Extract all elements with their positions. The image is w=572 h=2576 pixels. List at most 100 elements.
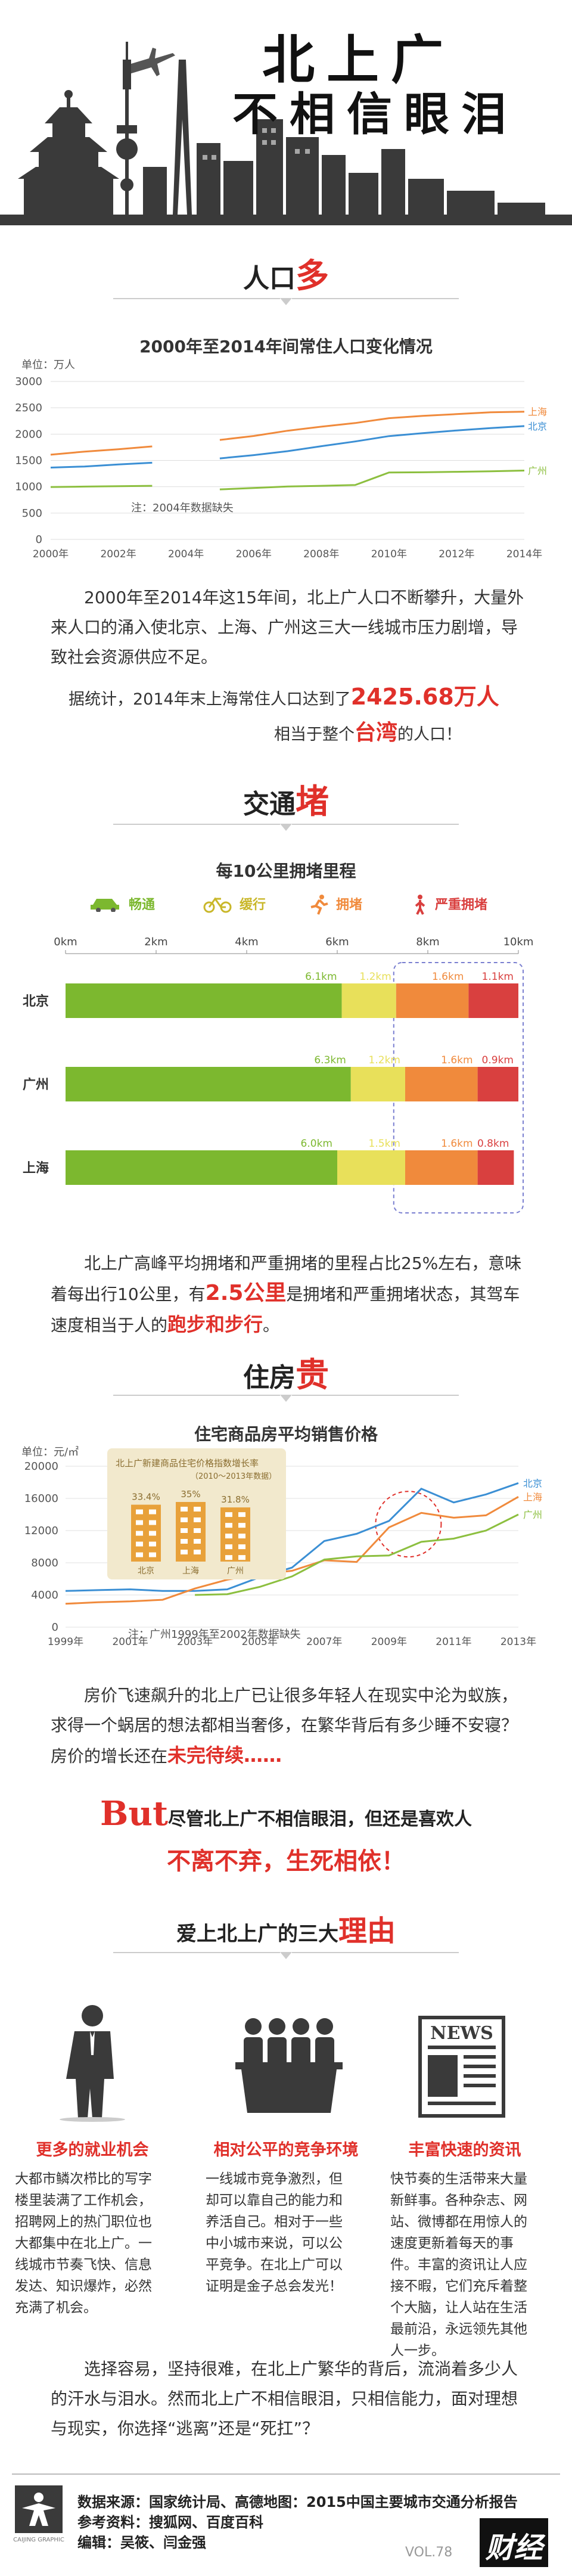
highlight-circle	[375, 1491, 442, 1558]
city-skyline-illustration	[0, 42, 572, 225]
reason-title-2: 相对公平的竞争环境	[213, 2141, 359, 2159]
series-label: 上海	[528, 406, 547, 418]
window	[136, 1509, 143, 1514]
data-label: 33.4%	[132, 1492, 160, 1503]
but-word: But	[100, 1794, 168, 1833]
window	[136, 1541, 143, 1547]
x-tick-label: 2001年	[112, 1636, 148, 1648]
reason-text-3: 快节奏的生活带来大量新鲜事。各种杂志、网站、微博都在用惊人的速度更新着每天的事件…	[390, 2171, 527, 2358]
x-tick-label: 2014年	[506, 548, 542, 560]
series-line-上海	[50, 411, 525, 456]
x-tick-label: 10km	[503, 936, 534, 948]
x-tick-label: 0km	[54, 936, 77, 948]
x-tick-label: 2002年	[100, 548, 136, 560]
series-line-北京	[65, 1482, 519, 1592]
bar-segment-严重拥堵	[477, 1150, 514, 1185]
row-label-bg	[4, 992, 51, 1009]
legend-item-slow: 缓行	[203, 894, 266, 915]
window	[136, 1531, 143, 1536]
walking-icon	[415, 895, 425, 915]
but-line2: 不离不弃，生死相依！	[167, 1848, 405, 1875]
window	[225, 1555, 232, 1560]
but-text: 尽管北上广不相信眼泪，但还是喜欢人	[167, 1809, 472, 1830]
section-title-housing: 住房贵	[243, 1356, 329, 1395]
housing-note: 注：广州1999年至2002年数据缺失	[128, 1628, 301, 1641]
row-label: 北京	[23, 994, 49, 1009]
series-line-广州	[195, 1513, 519, 1596]
reason-title-1: 更多的就业机会	[36, 2141, 149, 2159]
population-chart: 0 500 1000 1500 2000 2500 3000 2000年 2002年 2004年 2…	[15, 375, 547, 560]
window	[225, 1523, 232, 1528]
series-line-上海	[65, 1495, 519, 1605]
data-label: 1.6km	[432, 971, 464, 983]
window	[149, 1552, 156, 1557]
meeting-icon	[235, 2018, 343, 2113]
building-bar	[220, 1507, 250, 1562]
series-label: 北京	[523, 1478, 542, 1489]
highlight-box	[393, 962, 524, 1213]
data-label: 1.2km	[369, 1054, 400, 1066]
legend-label: 拥堵	[336, 898, 363, 913]
inset-title: 北上广新建商品住宅价格指数增长率	[116, 1458, 259, 1469]
x-tick-label: 2013年	[500, 1636, 536, 1648]
bar-segment-畅通	[66, 1150, 337, 1185]
data-label: 31.8%	[221, 1494, 250, 1505]
traffic-paragraph: 北上广高峰平均拥堵和严重拥堵的里程占比25%左右，意味着每出行10公里，有2.5…	[51, 1253, 522, 1336]
section-title-population: 人口多	[243, 257, 329, 296]
x-tick-label: 2011年	[436, 1636, 471, 1648]
section-divider	[113, 1952, 459, 1959]
bar-segment-拥堵	[405, 1150, 478, 1185]
data-label: 6.0km	[301, 1138, 332, 1150]
header: 北上广 不相信眼泪	[0, 0, 572, 238]
data-label: 1.2km	[359, 971, 391, 983]
housing-unit-label: 单位：元/㎡	[21, 1446, 79, 1458]
x-tick-label: 2004年	[168, 548, 204, 560]
window	[238, 1523, 245, 1528]
category-label: 北京	[138, 1566, 154, 1576]
traffic-chart-title: 每10公里拥堵里程	[216, 861, 356, 881]
window	[181, 1539, 188, 1544]
reason-text-1: 大都市鳞次栉比的写字楼里装满了工作机会，招聘网上的热门职位也大都集中在北上广。一…	[15, 2171, 152, 2316]
bar-segment-畅通	[66, 983, 342, 1018]
y-tick-label: 1500	[15, 455, 42, 467]
x-tick-label: 2005年	[242, 1636, 278, 1648]
window	[194, 1517, 201, 1522]
window	[149, 1509, 156, 1514]
data-label: 0.9km	[482, 1054, 514, 1066]
caijing-graphic-logo-icon	[15, 2485, 63, 2533]
inset-subtitle: （2010～2013年数据）	[191, 1472, 277, 1481]
x-tick-label: 2010年	[371, 548, 407, 560]
category-label: 广州	[227, 1566, 244, 1576]
y-tick-label: 0	[36, 533, 42, 546]
x-tick-label: 2006年	[236, 548, 272, 560]
y-tick-label: 2500	[15, 402, 42, 414]
window	[225, 1512, 232, 1517]
window	[136, 1520, 143, 1525]
x-tick-label: 2007年	[306, 1636, 342, 1648]
row-label-bg	[4, 1076, 51, 1093]
y-tick-label: 2000	[15, 428, 42, 440]
series-label: 广州	[523, 1509, 542, 1520]
window	[181, 1550, 188, 1554]
population-stat-line: 据统计，2014年末上海常住人口达到了2425.68万人	[69, 684, 499, 710]
category-label: 上海	[182, 1566, 199, 1576]
legend-label: 畅通	[129, 898, 156, 913]
y-tick-label: 500	[22, 507, 42, 520]
legend-item-severe: 严重拥堵	[411, 894, 487, 918]
traffic-chart: 0km 2km 4km 6km 8km 10km 北京 6.1km 1.2km 1.6km 1.1k…	[4, 936, 534, 1213]
x-tick-label: 2009年	[371, 1636, 407, 1648]
but-line1: But尽管北上广不相信眼泪，但还是喜欢人	[0, 1794, 572, 1833]
window	[194, 1507, 201, 1512]
logo-caption: CAIJING GRAPHIC	[13, 2537, 64, 2543]
brand-logo: 财经	[480, 2518, 548, 2567]
data-label: 1.6km	[441, 1138, 472, 1150]
footer-source: 数据来源：国家统计局、高德地图：2015中国主要城市交通分析报告	[77, 2494, 518, 2510]
legend-item-congested: 拥堵	[310, 894, 362, 918]
housing-inset-card: 北上广新建商品住宅价格指数增长率 （2010～2013年数据） 33.4% 北京 3…	[107, 1448, 286, 1579]
data-label: 0.8km	[477, 1138, 509, 1150]
row-label-bg	[4, 1159, 51, 1176]
y-tick-label: 12000	[24, 1525, 58, 1537]
inset-bar-chart: 33.4% 北京 35% 上海 31.8% 广州	[131, 1489, 250, 1576]
x-tick-label: 2003年	[177, 1636, 213, 1648]
row-label: 广州	[23, 1077, 49, 1093]
